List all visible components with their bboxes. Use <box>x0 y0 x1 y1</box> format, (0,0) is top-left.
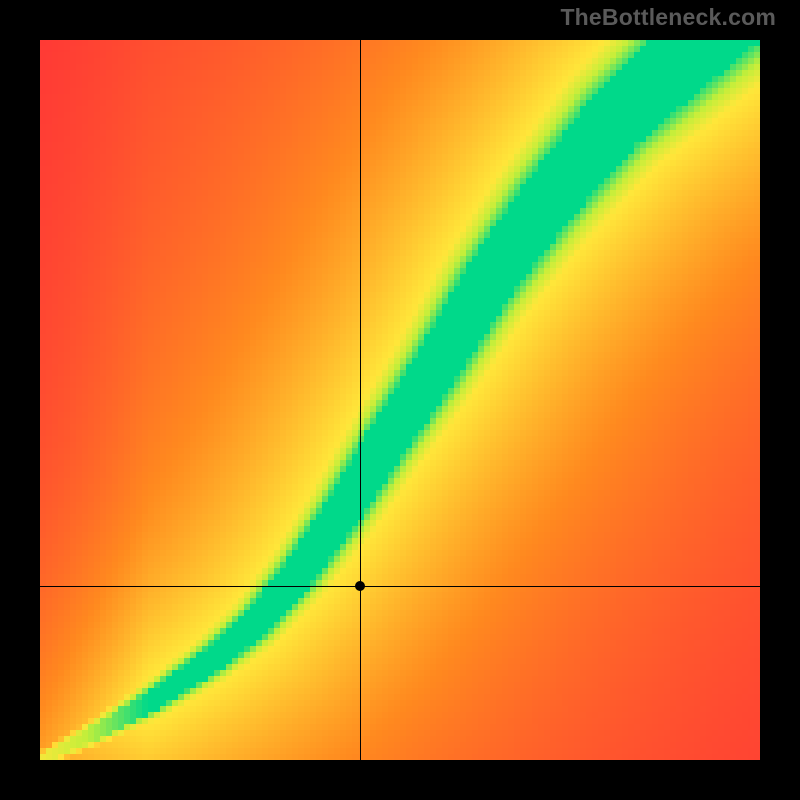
crosshair-vertical <box>360 40 361 760</box>
heatmap-canvas <box>40 40 760 760</box>
crosshair-horizontal <box>40 586 760 587</box>
chart-outer: TheBottleneck.com <box>0 0 800 800</box>
plot-area <box>40 40 760 760</box>
watermark-text: TheBottleneck.com <box>560 4 776 31</box>
